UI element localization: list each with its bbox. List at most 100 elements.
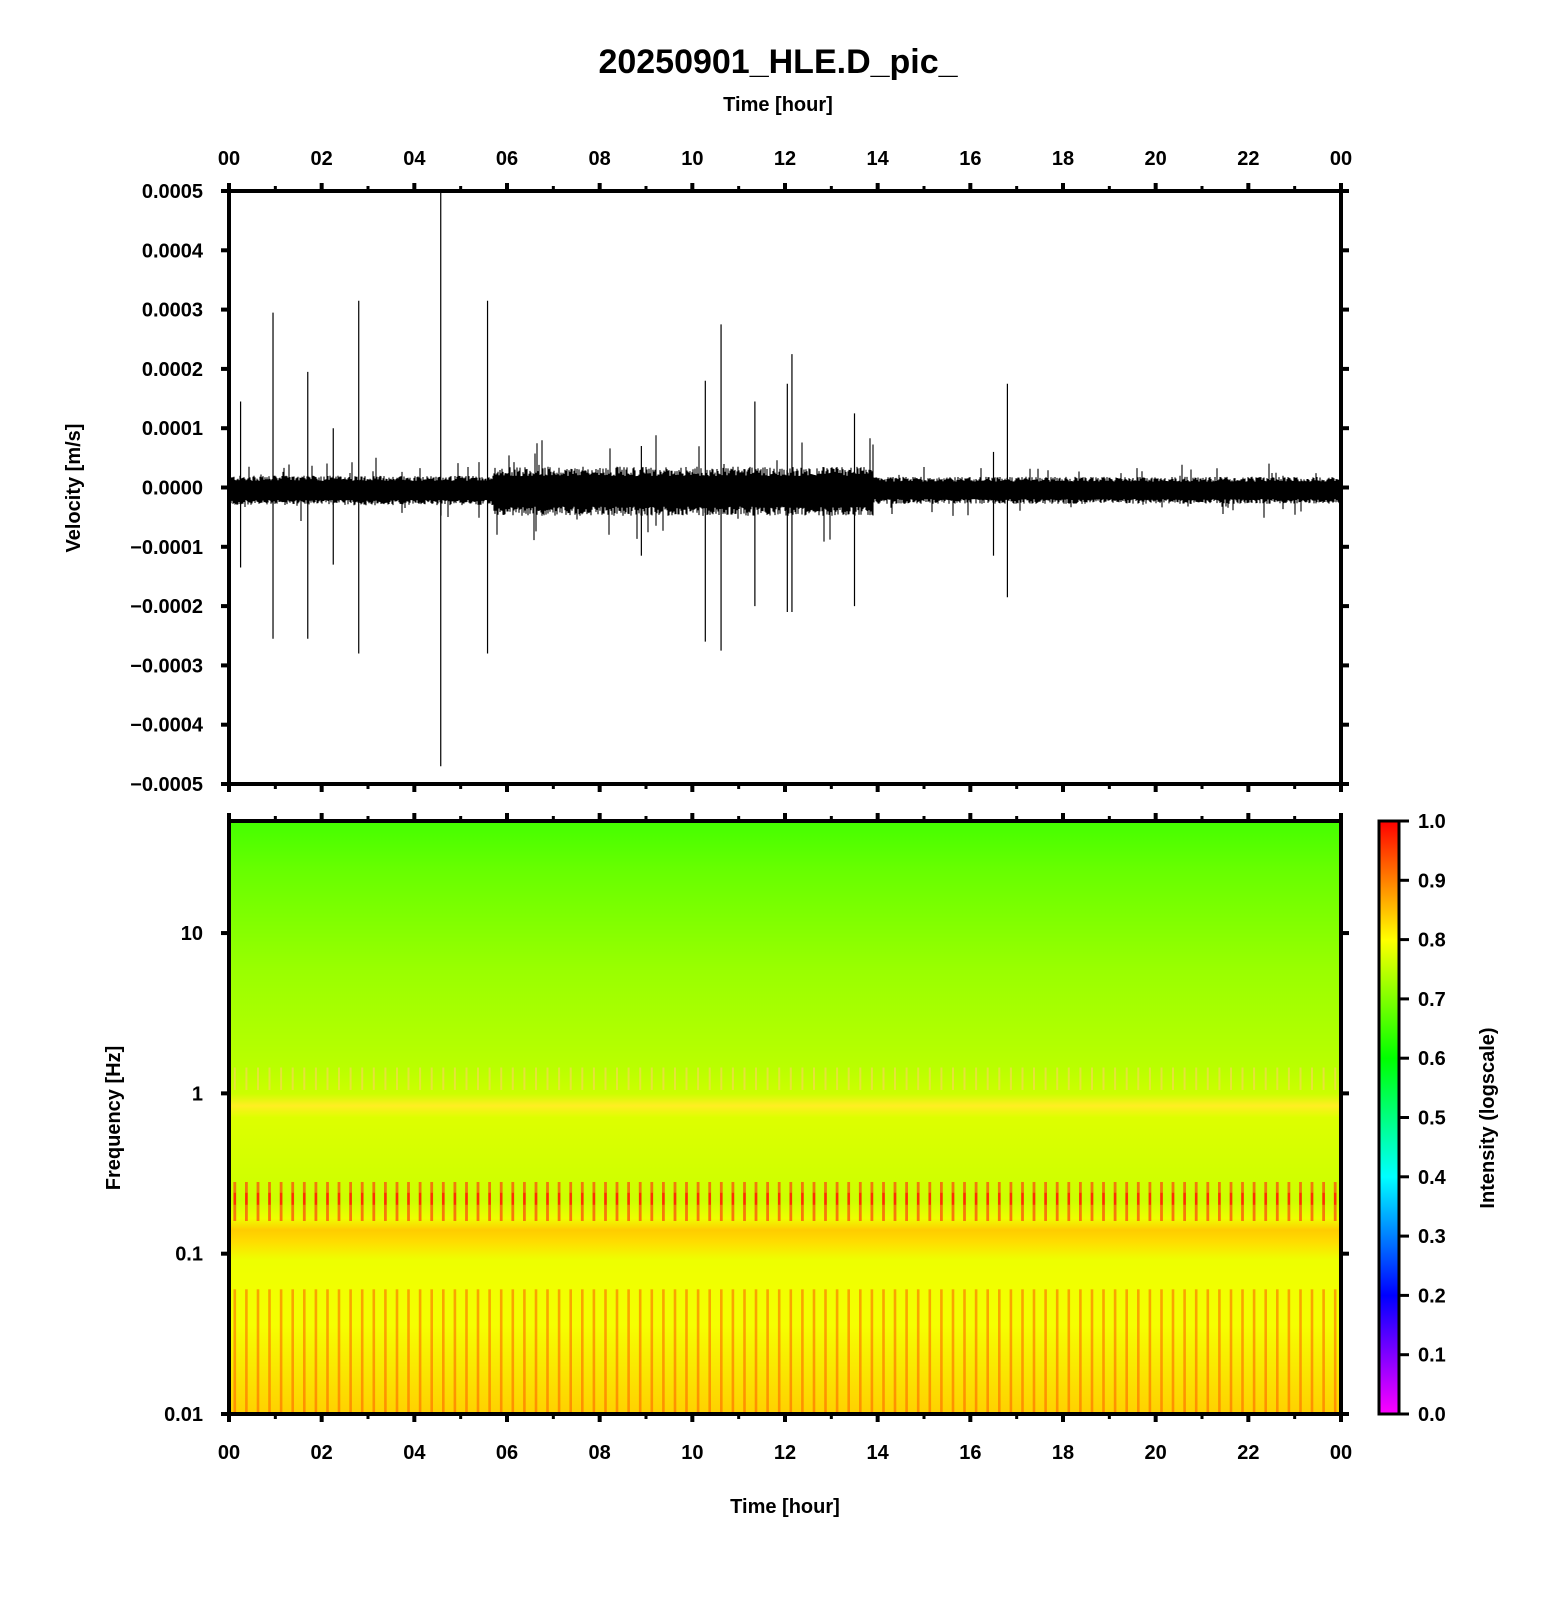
spectrogram-1hz-stripe: [708, 1067, 711, 1090]
spectrogram-peak-stripe: [349, 1192, 352, 1205]
spectrogram-lowfreq-stripe: [905, 1289, 908, 1414]
top-x-tick-label: 12: [774, 148, 796, 170]
spectrogram-lowfreq-stripe: [372, 1289, 376, 1414]
spectrogram-lowfreq-stripe: [743, 1289, 746, 1414]
spectrogram-lowfreq-stripe: [488, 1289, 491, 1414]
spectrogram-lowfreq-stripe: [1229, 1289, 1233, 1414]
colorbar-tick-label: 0.9: [1418, 870, 1446, 892]
velocity-y-tick-label: −0.0001: [130, 537, 203, 559]
top-x-tick-label: 22: [1237, 148, 1259, 170]
spectrogram-peak-stripe: [1334, 1192, 1337, 1205]
spectrogram-peak-stripe: [615, 1192, 619, 1205]
spectrogram-1hz-stripe: [998, 1067, 1001, 1090]
spectrogram-peak-stripe: [650, 1192, 653, 1205]
axes: 00 00 02 02 04 04 06 06 08 08 10 10 12 12 14 14 16 16 18 18…: [130, 148, 1352, 1464]
spectrogram-lowfreq-stripe: [499, 1289, 503, 1414]
top-x-tick-label: 18: [1052, 148, 1074, 170]
spectrogram-1hz-stripe: [1067, 1067, 1070, 1090]
spectrogram-peak-stripe: [1009, 1192, 1013, 1205]
spectrogram-peak-stripe: [268, 1192, 271, 1205]
spectrogram-1hz-stripe: [314, 1067, 317, 1090]
spectrogram-1hz-stripe: [303, 1067, 306, 1090]
spectrogram-lowfreq-stripe: [835, 1289, 839, 1414]
top-x-tick-label: 00: [218, 148, 240, 170]
top-x-tick-label: 16: [959, 148, 981, 170]
bottom-x-tick-label: 06: [496, 1442, 518, 1464]
spectrogram-lowfreq-stripe: [268, 1289, 271, 1414]
spectrogram-peak-stripe: [557, 1192, 561, 1205]
spectrogram-lowfreq-stripe: [1241, 1289, 1244, 1414]
spectrogram-peak-stripe: [627, 1192, 630, 1205]
spectrogram-1hz-stripe: [1044, 1067, 1047, 1090]
colorbar-tick-label: 1.0: [1418, 811, 1446, 833]
spectrogram-peak-stripe: [1276, 1192, 1279, 1205]
spectrogram-1hz-stripe: [407, 1067, 410, 1090]
spectrogram-lowfreq-stripe: [245, 1289, 248, 1414]
velocity-y-tick-label: 0.0001: [142, 418, 203, 440]
bottom-x-tick-label: 00: [218, 1442, 240, 1464]
spectrogram-1hz-stripe: [1021, 1067, 1024, 1090]
spectrogram-lowfreq-stripe: [859, 1289, 862, 1414]
bottom-x-tick-label: 08: [589, 1442, 611, 1464]
spectrogram-lowfreq-stripe: [326, 1289, 329, 1414]
spectrogram-peak-stripe: [337, 1192, 341, 1205]
spectrogram-lowfreq-stripe: [1044, 1289, 1047, 1414]
spectrogram-1hz-stripe: [268, 1067, 271, 1090]
spectrogram-lowfreq-stripe: [673, 1289, 677, 1414]
spectrogram-1hz-stripe: [1114, 1067, 1117, 1090]
spectrogram-1hz-stripe: [789, 1067, 792, 1090]
bottom-x-tick-label: 00: [1330, 1442, 1352, 1464]
colorbar-tick-label: 0.6: [1418, 1048, 1446, 1070]
spectrogram-lowfreq-stripe: [928, 1289, 932, 1414]
bottom-x-tick-label: 12: [774, 1442, 796, 1464]
spectrogram-peak-stripe: [1067, 1192, 1070, 1205]
spectrogram-1hz-stripe: [674, 1067, 676, 1090]
spectrogram-lowfreq-stripe: [430, 1289, 433, 1414]
spectrogram-peak-stripe: [604, 1192, 607, 1205]
spectrogram-lowfreq-stripe: [1310, 1289, 1314, 1414]
spectrogram-lowfreq-stripe: [1171, 1289, 1175, 1414]
spectrogram-lowfreq-stripe: [1218, 1289, 1221, 1414]
spectrogram-peak-stripe: [326, 1192, 329, 1205]
spectrogram-peak-stripe: [1137, 1192, 1140, 1205]
spectrogram-1hz-stripe: [1253, 1067, 1256, 1090]
spectrogram-1hz-stripe: [639, 1067, 642, 1090]
spectrogram-1hz-stripe: [1160, 1067, 1163, 1090]
spectrogram-1hz-stripe: [755, 1067, 757, 1090]
frequency-y-tick-label: 0.1: [175, 1244, 203, 1266]
spectrogram-lowfreq-stripe: [1287, 1289, 1291, 1414]
spectrogram-1hz-stripe: [1091, 1067, 1093, 1090]
spectrogram-peak-stripe: [569, 1192, 572, 1205]
bottom-x-tick-label: 20: [1145, 1442, 1167, 1464]
spectrogram-lowfreq-stripe: [1206, 1289, 1210, 1414]
spectrogram-lowfreq-stripe: [870, 1289, 874, 1414]
spectrogram-lowfreq-stripe: [453, 1289, 457, 1414]
spectrogram-lowfreq-stripe: [1194, 1289, 1198, 1414]
spectrogram-peak-stripe: [1056, 1192, 1059, 1205]
spectrogram-1hz-stripe: [581, 1067, 584, 1090]
spectrogram-peak-stripe: [372, 1192, 375, 1205]
spectrogram-1hz-stripe: [650, 1067, 653, 1090]
spectrogram-lowfreq-stripe: [233, 1289, 237, 1414]
velocity-y-tick-label: −0.0005: [130, 774, 203, 796]
spectrogram-lowfreq-stripe: [685, 1289, 688, 1414]
spectrogram-peak-stripe: [1125, 1192, 1128, 1205]
spectrogram-lowfreq-stripe: [337, 1289, 341, 1414]
spectrogram-lowfreq-stripe: [407, 1289, 410, 1414]
velocity-y-tick-label: −0.0004: [130, 715, 204, 737]
spectrogram-1hz-stripe: [488, 1067, 491, 1090]
chart-title: 20250901_HLE.D_pic_: [598, 43, 958, 81]
spectrogram-peak-stripe: [731, 1192, 735, 1205]
spectrogram-1hz-stripe: [894, 1067, 896, 1090]
spectrogram-lowfreq-stripe: [279, 1289, 283, 1414]
spectrogram-peak-stripe: [314, 1192, 318, 1205]
velocity-y-tick-label: −0.0003: [130, 655, 203, 677]
spectrogram-lowfreq-stripe: [291, 1289, 294, 1414]
spectrogram-lowfreq-stripe: [801, 1289, 804, 1414]
spectrogram-1hz-stripe: [535, 1067, 537, 1090]
spectrogram-1hz-stripe: [326, 1067, 329, 1090]
spectrogram-lowfreq-stripe: [303, 1289, 306, 1414]
spectrogram-lowfreq-stripe: [1276, 1289, 1279, 1414]
spectrogram-1hz-stripe: [291, 1067, 294, 1090]
spectrogram-1hz-stripe: [731, 1067, 734, 1090]
